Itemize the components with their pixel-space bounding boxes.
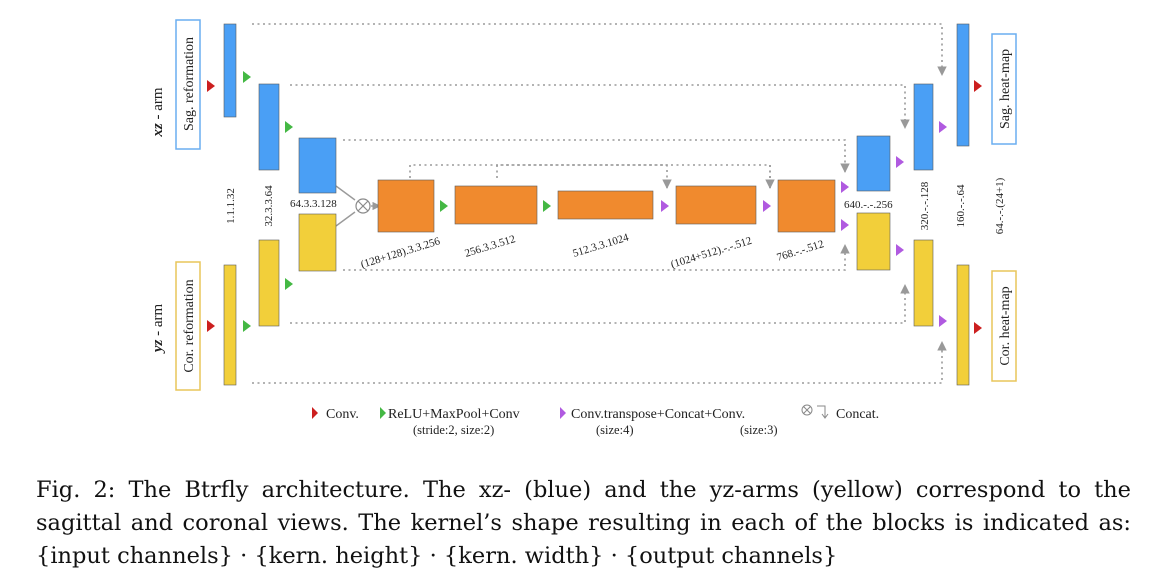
- conv-arrow-xz-in: [207, 80, 215, 92]
- bottleneck-block-2: [454, 185, 538, 225]
- yz-enc-block-1: [223, 264, 237, 386]
- kernel-label-4: (128+128).3.3.256: [359, 235, 442, 271]
- legend-relu-sub: (stride:2, size:2): [413, 423, 494, 437]
- xz-dec-block-3: [956, 23, 970, 147]
- legend-convt-label: Conv.transpose+Concat+Conv.: [571, 407, 745, 422]
- skip-connection-xz-3: [343, 139, 850, 173]
- concat-line-yz: [335, 211, 356, 227]
- relu-arrow-xz-1: [243, 71, 251, 83]
- yz-arm-suffix: - arm: [150, 304, 166, 340]
- convt-arrow-xz-1: [841, 181, 849, 193]
- yz-output-group: Cor. heat-map: [991, 270, 1017, 382]
- xz-enc-block-1: [223, 23, 237, 118]
- skip-connections: [252, 23, 947, 384]
- xz-dec-block-2: [913, 83, 934, 171]
- xz-input-box: [175, 19, 201, 150]
- yz-output-label: Cor. heat-map: [998, 286, 1013, 365]
- yz-input-box: [175, 261, 201, 391]
- kernel-label-5: 256.3.3.512: [463, 233, 516, 260]
- yz-dec-block-1: [856, 212, 891, 271]
- skip-connection-yz-1: [252, 341, 947, 384]
- xz-output-label: Sag. heat-map: [998, 49, 1013, 129]
- conv-arrow-yz-in: [207, 320, 215, 332]
- xz-arm-suffix: - arm: [150, 87, 166, 123]
- skip-connection-yz-2: [290, 284, 910, 324]
- skip-connection-xz-2: [290, 84, 910, 129]
- skip-connection-yz-3: [343, 244, 850, 271]
- xz-arm-label-group: xz - arm Sag. reformation: [150, 19, 201, 150]
- xz-input-label: Sag. reformation: [182, 37, 197, 131]
- kernel-label-8: 768.-.-.512: [775, 238, 825, 264]
- relu-arrow-center-1: [440, 200, 448, 212]
- bottleneck-block-5: [777, 179, 836, 233]
- legend-convt-icon: [560, 407, 566, 419]
- skip-connection-center-1: [409, 164, 672, 189]
- yz-enc-block-2: [258, 239, 280, 327]
- yz-input-label: Cor. reformation: [182, 279, 197, 372]
- bottleneck-block-3: [557, 190, 654, 220]
- xz-output-box: [991, 33, 1017, 145]
- yz-enc-block-3: [298, 213, 337, 272]
- blocks: [223, 23, 970, 386]
- yz-dec-block-3: [956, 264, 970, 386]
- xz-arm-name: xz: [150, 123, 166, 138]
- convt-arrow-yz-1: [841, 219, 849, 231]
- xz-dec-block-1: [856, 135, 891, 192]
- skip-connection-center-2: [496, 164, 771, 188]
- bottleneck-block-1: [377, 179, 435, 233]
- yz-output-box: [991, 270, 1017, 382]
- concat-symbol: [355, 198, 371, 214]
- legend-relu-icon: [380, 407, 386, 419]
- xz-enc-block-3: [298, 137, 337, 194]
- conv-arrow-yz-out: [974, 322, 982, 334]
- relu-arrow-yz-1: [243, 320, 251, 332]
- kernel-label-6: 512.3.3.1024: [571, 231, 630, 260]
- convt-arrow-center-2: [763, 200, 771, 212]
- legend-conv-icon: [312, 407, 318, 419]
- yz-dec-block-2: [913, 239, 934, 327]
- kernel-label-11: 160.-.-.64: [955, 184, 967, 228]
- legend-conv-label: Conv.: [326, 407, 359, 422]
- svg-text:yz - arm: yz - arm: [150, 304, 166, 355]
- kernel-label-2: 32.3.3.64: [263, 185, 275, 227]
- relu-arrow-yz-2: [285, 278, 293, 290]
- figure-caption: Fig. 2: The Btrfly architecture. The xz-…: [36, 477, 1131, 569]
- legend: Conv. ReLU+MaxPool+Conv (stride:2, size:…: [312, 404, 879, 437]
- concat-line-xz: [335, 185, 356, 201]
- legend-convt-sub2: (size:3): [740, 423, 777, 437]
- xz-enc-block-2: [258, 83, 280, 171]
- convt-arrow-xz-2: [896, 156, 904, 168]
- yz-arm-label-group: yz - arm Cor. reformation: [150, 261, 201, 391]
- kernel-label-10: 320.-.-.128: [919, 181, 931, 230]
- kernel-label-9: 640.-.-.256: [844, 199, 893, 211]
- kernel-label-3: 64.3.3.128: [290, 198, 337, 210]
- skip-connection-xz-1: [252, 23, 947, 76]
- yz-arm-name: yz: [150, 340, 166, 355]
- relu-arrow-center-2: [543, 200, 551, 212]
- convt-arrow-yz-3: [939, 315, 947, 327]
- legend-concat-label: Concat.: [836, 407, 879, 422]
- convt-arrow-center-1: [661, 200, 669, 212]
- kernel-label-7: (1024+512).-.-.512: [669, 235, 753, 271]
- conv-arrow-xz-out: [974, 80, 982, 92]
- layer-arrows: [207, 71, 982, 334]
- xz-output-group: Sag. heat-map: [991, 33, 1017, 145]
- btrfly-diagram: xz - arm Sag. reformation yz - arm Cor. …: [150, 19, 1017, 437]
- bottleneck-block-4: [675, 185, 757, 225]
- legend-concat-icon: [801, 404, 829, 419]
- kernel-label-1: 1.1.1.32: [225, 188, 237, 224]
- legend-relu-label: ReLU+MaxPool+Conv: [388, 407, 520, 422]
- kernel-label-12: 64.-.-.(24+1): [994, 177, 1006, 234]
- svg-text:xz - arm: xz - arm: [150, 87, 166, 137]
- legend-convt-sub1: (size:4): [596, 423, 633, 437]
- convt-arrow-yz-2: [896, 244, 904, 256]
- relu-arrow-xz-2: [285, 121, 293, 133]
- convt-arrow-xz-3: [939, 121, 947, 133]
